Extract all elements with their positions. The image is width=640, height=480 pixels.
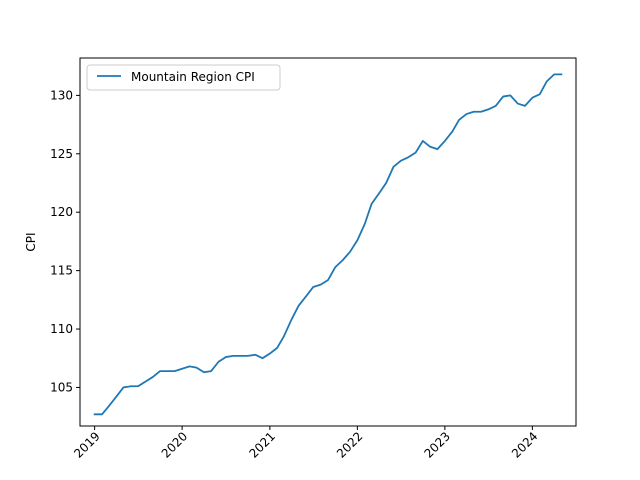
y-tick-label: 120	[50, 205, 73, 219]
legend-box	[86, 64, 281, 91]
y-tick-label: 125	[50, 147, 73, 161]
legend-label: Mountain Region CPI	[131, 70, 255, 84]
y-tick-label: 110	[50, 322, 73, 336]
y-axis-label: CPI	[24, 232, 38, 251]
y-tick-label: 130	[50, 88, 73, 102]
series-layer	[93, 73, 563, 416]
plot-frame	[79, 57, 577, 427]
legend: Mountain Region CPI	[86, 64, 281, 91]
y-tick-label: 115	[50, 264, 73, 278]
y-tick-label: 105	[50, 380, 73, 394]
y-axis: 105 110 115 120 125 130	[50, 88, 80, 394]
series-line-0	[93, 73, 563, 416]
